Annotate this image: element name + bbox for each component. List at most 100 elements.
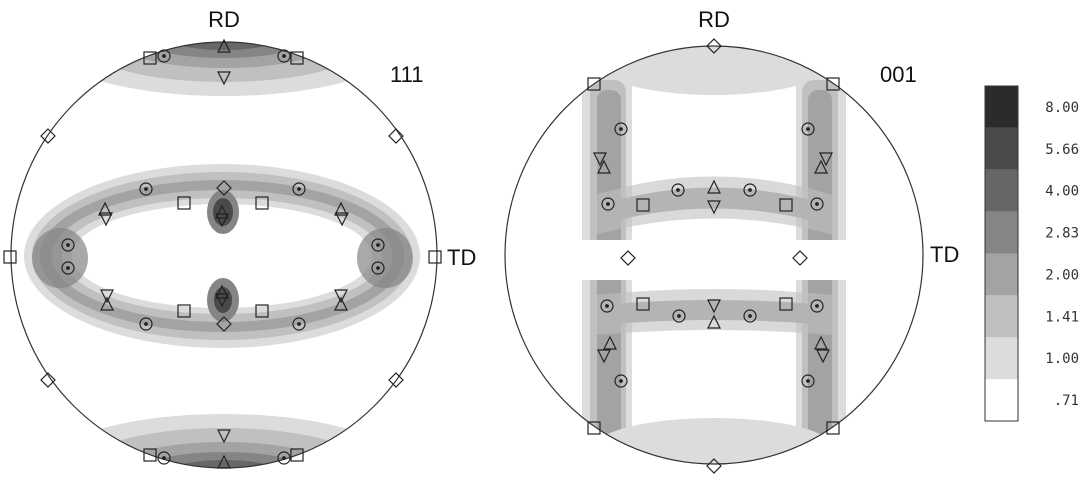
circle-marker	[810, 299, 824, 313]
square-marker	[177, 196, 191, 210]
triangle-up-marker	[334, 201, 348, 216]
circle-marker	[371, 238, 385, 252]
circle-marker	[277, 451, 291, 465]
square-marker	[587, 77, 601, 91]
triangle-down-marker	[707, 200, 721, 215]
triangle-up-marker	[100, 296, 114, 311]
legend-swatch	[985, 86, 1018, 128]
square-marker	[779, 297, 793, 311]
triangle-down-marker	[215, 293, 229, 308]
diamond-marker	[40, 372, 56, 388]
triangle-up-marker	[814, 159, 828, 174]
triangle-down-marker	[335, 212, 349, 227]
diamond-marker	[706, 38, 722, 54]
legend-swatch	[985, 295, 1018, 338]
circle-marker	[801, 374, 815, 388]
circle-marker	[157, 49, 171, 63]
triangle-up-marker	[707, 314, 721, 329]
legend-level-label: 4.00	[1045, 184, 1079, 200]
circle-marker	[600, 299, 614, 313]
circle-marker	[292, 182, 306, 196]
intensity-contours-001	[505, 46, 923, 464]
legend-swatch	[985, 337, 1018, 380]
triangle-up-marker	[597, 159, 611, 174]
td-label-001: TD	[930, 242, 959, 267]
circle-marker	[139, 182, 153, 196]
plane-label-001: 001	[880, 62, 917, 87]
circle-marker	[61, 261, 75, 275]
legend-level-label: 2.83	[1045, 226, 1079, 242]
diamond-marker	[40, 128, 56, 144]
diamond-marker	[388, 372, 404, 388]
triangle-up-marker	[215, 284, 229, 299]
square-marker	[587, 421, 601, 435]
triangle-up-marker	[98, 201, 112, 216]
legend-level-label: 2.00	[1045, 267, 1079, 283]
circle-marker	[743, 309, 757, 323]
triangle-down-marker	[334, 289, 348, 304]
intensity-contours-111	[11, 42, 437, 468]
triangle-down-marker	[217, 429, 231, 444]
legend-level-label: 8.00	[1045, 100, 1079, 116]
diamond-marker	[388, 128, 404, 144]
square-marker	[255, 304, 269, 318]
legend-swatch	[985, 253, 1018, 296]
triangle-down-marker	[819, 152, 833, 167]
circle-marker	[157, 451, 171, 465]
circle-marker	[61, 238, 75, 252]
circle-marker	[139, 317, 153, 331]
square-marker	[636, 198, 650, 212]
square-marker	[826, 77, 840, 91]
legend-swatch	[985, 379, 1018, 421]
circle-marker	[292, 317, 306, 331]
square-marker	[143, 51, 157, 65]
intensity-legend: 8.00 5.66 4.00 2.83 2.00 1.41 1.00 .71	[984, 85, 1079, 422]
circle-marker	[743, 183, 757, 197]
pole-figure-001: RD TD 001	[504, 7, 959, 474]
triangle-up-marker	[334, 296, 348, 311]
pole-figure-111: RD TD 111	[3, 7, 476, 469]
legend-level-label: 5.66	[1045, 142, 1079, 158]
orientation-markers-001	[587, 38, 840, 474]
triangle-down-marker	[816, 349, 830, 364]
td-label-111: TD	[447, 245, 476, 270]
square-marker	[3, 250, 17, 264]
square-marker	[255, 196, 269, 210]
triangle-up-marker	[215, 204, 229, 219]
square-marker	[177, 304, 191, 318]
diamond-marker	[792, 250, 808, 266]
legend-level-label: .71	[1054, 393, 1079, 409]
circle-marker	[801, 122, 815, 136]
diamond-marker	[216, 180, 232, 196]
plane-label-111: 111	[390, 62, 423, 87]
orientation-markers-111	[3, 38, 442, 469]
triangle-down-marker	[593, 152, 607, 167]
triangle-down-marker	[707, 299, 721, 314]
legend-level-label: 1.00	[1045, 351, 1079, 367]
circle-marker	[371, 261, 385, 275]
triangle-down-marker	[100, 289, 114, 304]
triangle-up-marker	[217, 38, 231, 53]
circle-marker	[672, 309, 686, 323]
circle-marker	[277, 49, 291, 63]
circle-marker	[614, 122, 628, 136]
legend-level-label: 1.41	[1045, 309, 1079, 325]
legend-swatch	[985, 211, 1018, 254]
triangle-down-marker	[99, 212, 113, 227]
rd-label-001: RD	[698, 7, 730, 32]
triangle-up-marker	[603, 335, 617, 350]
square-marker	[290, 448, 304, 462]
square-marker	[290, 51, 304, 65]
diamond-marker	[706, 458, 722, 474]
square-marker	[143, 448, 157, 462]
square-marker	[826, 421, 840, 435]
circle-marker	[601, 197, 615, 211]
pole-circle-001	[504, 45, 924, 465]
legend-swatch	[985, 127, 1018, 170]
diamond-marker	[620, 250, 636, 266]
square-marker	[428, 250, 442, 264]
square-marker	[779, 198, 793, 212]
circle-marker	[614, 374, 628, 388]
legend-frame	[984, 85, 1019, 422]
triangle-down-marker	[217, 71, 231, 86]
